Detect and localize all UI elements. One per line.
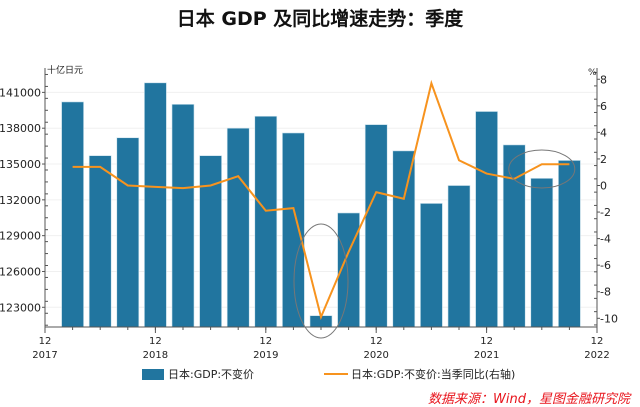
x-tick-year: 2021 bbox=[474, 350, 499, 361]
bar-2019Q3 bbox=[227, 128, 249, 327]
left-tick-label: 138000 bbox=[0, 122, 41, 135]
x-tick-month: 12 bbox=[370, 336, 383, 347]
x-tick-year: 2018 bbox=[143, 350, 168, 361]
bar-2018Q4 bbox=[144, 83, 166, 327]
right-tick-label: -6 bbox=[600, 259, 611, 272]
right-tick-label: 4 bbox=[600, 126, 607, 139]
bar-2021Q1 bbox=[393, 151, 415, 327]
right-tick-label: 0 bbox=[600, 180, 607, 193]
bar-2018Q3 bbox=[117, 138, 139, 327]
x-tick-year: 2017 bbox=[32, 350, 57, 361]
right-tick-label: -8 bbox=[600, 286, 611, 299]
legend-item-line: 日本:GDP:不变价:当季同比(右轴) bbox=[324, 366, 515, 382]
source-note: 数据来源：Wind，星图金融研究院 bbox=[428, 388, 630, 407]
left-tick-label: 135000 bbox=[0, 158, 41, 171]
x-tick-month: 12 bbox=[259, 336, 272, 347]
bar-2018Q2 bbox=[89, 156, 111, 327]
bar-2022Q3 bbox=[558, 160, 580, 327]
left-tick-label: 141000 bbox=[0, 86, 41, 99]
legend-label-line: 日本:GDP:不变价:当季同比(右轴) bbox=[351, 366, 515, 382]
right-tick-label: -2 bbox=[600, 206, 611, 219]
right-tick-label: 8 bbox=[600, 73, 607, 86]
left-tick-label: 123000 bbox=[0, 301, 41, 314]
left-tick-label: 129000 bbox=[0, 230, 41, 243]
x-tick-month: 12 bbox=[591, 336, 604, 347]
right-tick-label: 6 bbox=[600, 100, 607, 113]
legend-label-bar: 日本:GDP:不变价 bbox=[168, 366, 254, 382]
bar-2018Q1 bbox=[62, 102, 84, 327]
right-axis-unit: % bbox=[588, 68, 597, 78]
legend-item-bar: 日本:GDP:不变价 bbox=[142, 366, 254, 382]
x-tick-year: 2022 bbox=[584, 350, 609, 361]
bar-2021Q4 bbox=[476, 111, 498, 327]
bar-2021Q2 bbox=[420, 203, 442, 327]
bar-2020Q4 bbox=[365, 125, 387, 327]
bar-2022Q2 bbox=[531, 178, 553, 327]
x-tick-month: 12 bbox=[480, 336, 493, 347]
bar-2019Q1 bbox=[172, 104, 194, 327]
bar-2019Q2 bbox=[200, 156, 222, 327]
legend-swatch-bar bbox=[142, 369, 164, 380]
left-axis-unit: 十亿日元 bbox=[47, 64, 83, 76]
bar-2022Q1 bbox=[503, 145, 525, 327]
x-tick-year: 2020 bbox=[363, 350, 388, 361]
x-tick-month: 12 bbox=[39, 336, 52, 347]
left-tick-label: 132000 bbox=[0, 194, 41, 207]
right-tick-label: -10 bbox=[600, 312, 618, 325]
bar-2021Q3 bbox=[448, 186, 470, 327]
bar-2020Q1 bbox=[282, 133, 304, 327]
bar-2019Q4 bbox=[255, 116, 277, 327]
left-tick-label: 126000 bbox=[0, 265, 41, 278]
x-tick-year: 2019 bbox=[253, 350, 278, 361]
right-tick-label: -4 bbox=[600, 233, 611, 246]
legend-swatch-line bbox=[324, 373, 348, 375]
right-tick-label: 2 bbox=[600, 153, 607, 166]
x-tick-month: 12 bbox=[149, 336, 162, 347]
